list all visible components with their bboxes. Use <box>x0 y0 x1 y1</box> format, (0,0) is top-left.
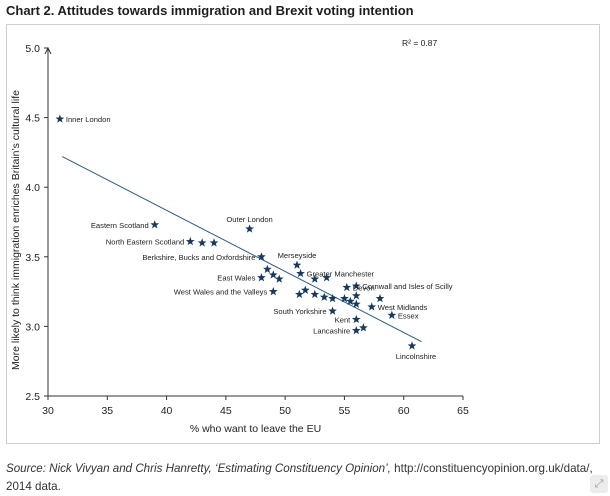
x-tick-label: 35 <box>101 405 113 417</box>
y-tick-label: 3.0 <box>25 321 40 333</box>
data-point-star <box>257 252 266 261</box>
data-point-star <box>367 302 377 311</box>
data-point-label: North Eastern Scotland <box>106 237 185 246</box>
y-tick-label: 3.5 <box>25 252 40 264</box>
data-point-star <box>387 310 397 319</box>
data-point-star <box>296 268 305 278</box>
data-point-star <box>295 289 304 299</box>
data-point-star <box>257 273 266 282</box>
data-point-star <box>322 273 332 282</box>
data-point-label: South Yorkshire <box>273 307 326 316</box>
r-squared-label: R² = 0.87 <box>402 38 437 48</box>
data-point-label: Lincolnshire <box>396 352 437 361</box>
x-tick-label: 45 <box>220 405 232 417</box>
data-point-star <box>342 282 352 292</box>
x-tick-label: 60 <box>398 405 410 417</box>
data-point-star <box>268 287 278 296</box>
chart-panel <box>6 24 600 444</box>
data-point-star <box>310 289 320 299</box>
data-point-star <box>351 291 361 300</box>
data-point-star <box>345 296 355 306</box>
data-point-star <box>351 281 361 290</box>
source-link[interactable]: http://constituencyopinion.org.uk/data/ <box>394 462 590 475</box>
trend-line <box>61 156 422 343</box>
data-point-label: Outer London <box>226 215 272 224</box>
x-tick-label: 65 <box>457 405 469 417</box>
data-point-star <box>209 238 219 247</box>
data-point-label: Berkshire, Bucks and Oxfordshire <box>142 253 255 262</box>
data-point-star <box>359 323 368 332</box>
data-point-star <box>351 325 361 335</box>
data-point-star <box>375 293 385 303</box>
data-point-label: Cornwall and Isles of Scilly <box>362 282 453 291</box>
source-text: Source: Nick Vivyan and Chris Hanretty, … <box>6 462 391 475</box>
data-point-star <box>197 238 207 247</box>
x-tick-label: 50 <box>279 405 291 417</box>
data-point-label: Greater Manchester <box>307 270 375 279</box>
data-point-label: West Midlands <box>378 303 428 312</box>
data-point-star <box>351 314 361 324</box>
data-point-star <box>262 264 272 274</box>
data-point-star <box>292 260 302 269</box>
data-point-star <box>328 306 337 315</box>
data-point-star <box>328 293 337 303</box>
data-point-star <box>300 285 310 294</box>
data-point-star <box>150 220 160 229</box>
data-point-star <box>245 224 254 233</box>
data-point-label: Merseyside <box>278 251 317 260</box>
data-point-star <box>274 274 284 283</box>
data-point-label: Lancashire <box>313 327 350 336</box>
data-point-star <box>185 236 195 246</box>
y-tick-label: 2.5 <box>25 391 40 403</box>
data-point-star <box>268 270 278 279</box>
source-note: Source: Nick Vivyan and Chris Hanretty, … <box>6 460 596 496</box>
y-tick-label: 4.0 <box>25 182 40 194</box>
y-axis-label: More likely to think immigration enriche… <box>10 90 22 370</box>
x-tick-label: 40 <box>161 405 173 417</box>
expand-icon[interactable]: ⤢ <box>590 475 608 493</box>
data-point-label: West Wales and the Valleys <box>174 288 268 297</box>
data-point-star <box>55 114 65 123</box>
chart-title: Chart 2. Attitudes towards immigration a… <box>6 3 414 18</box>
data-point-label: Inner London <box>66 115 111 124</box>
data-point-label: Kent <box>335 315 352 324</box>
data-point-label: Eastern Scotland <box>91 221 149 230</box>
data-point-star <box>310 274 320 283</box>
y-tick-label: 5.0 <box>25 43 40 55</box>
data-point-star <box>407 341 417 350</box>
source-tail: , 2014 data. <box>6 462 593 493</box>
data-point-star <box>319 292 329 301</box>
x-tick-label: 30 <box>42 405 54 417</box>
data-point-label: Devon <box>353 283 375 292</box>
x-axis-label: % who want to leave the EU <box>190 423 321 435</box>
x-tick-label: 55 <box>339 405 351 417</box>
data-point-star <box>340 293 349 303</box>
data-point-label: Essex <box>398 311 419 320</box>
y-tick-label: 4.5 <box>25 113 40 125</box>
data-point-label: East Wales <box>217 274 255 283</box>
data-point-star <box>351 299 361 308</box>
